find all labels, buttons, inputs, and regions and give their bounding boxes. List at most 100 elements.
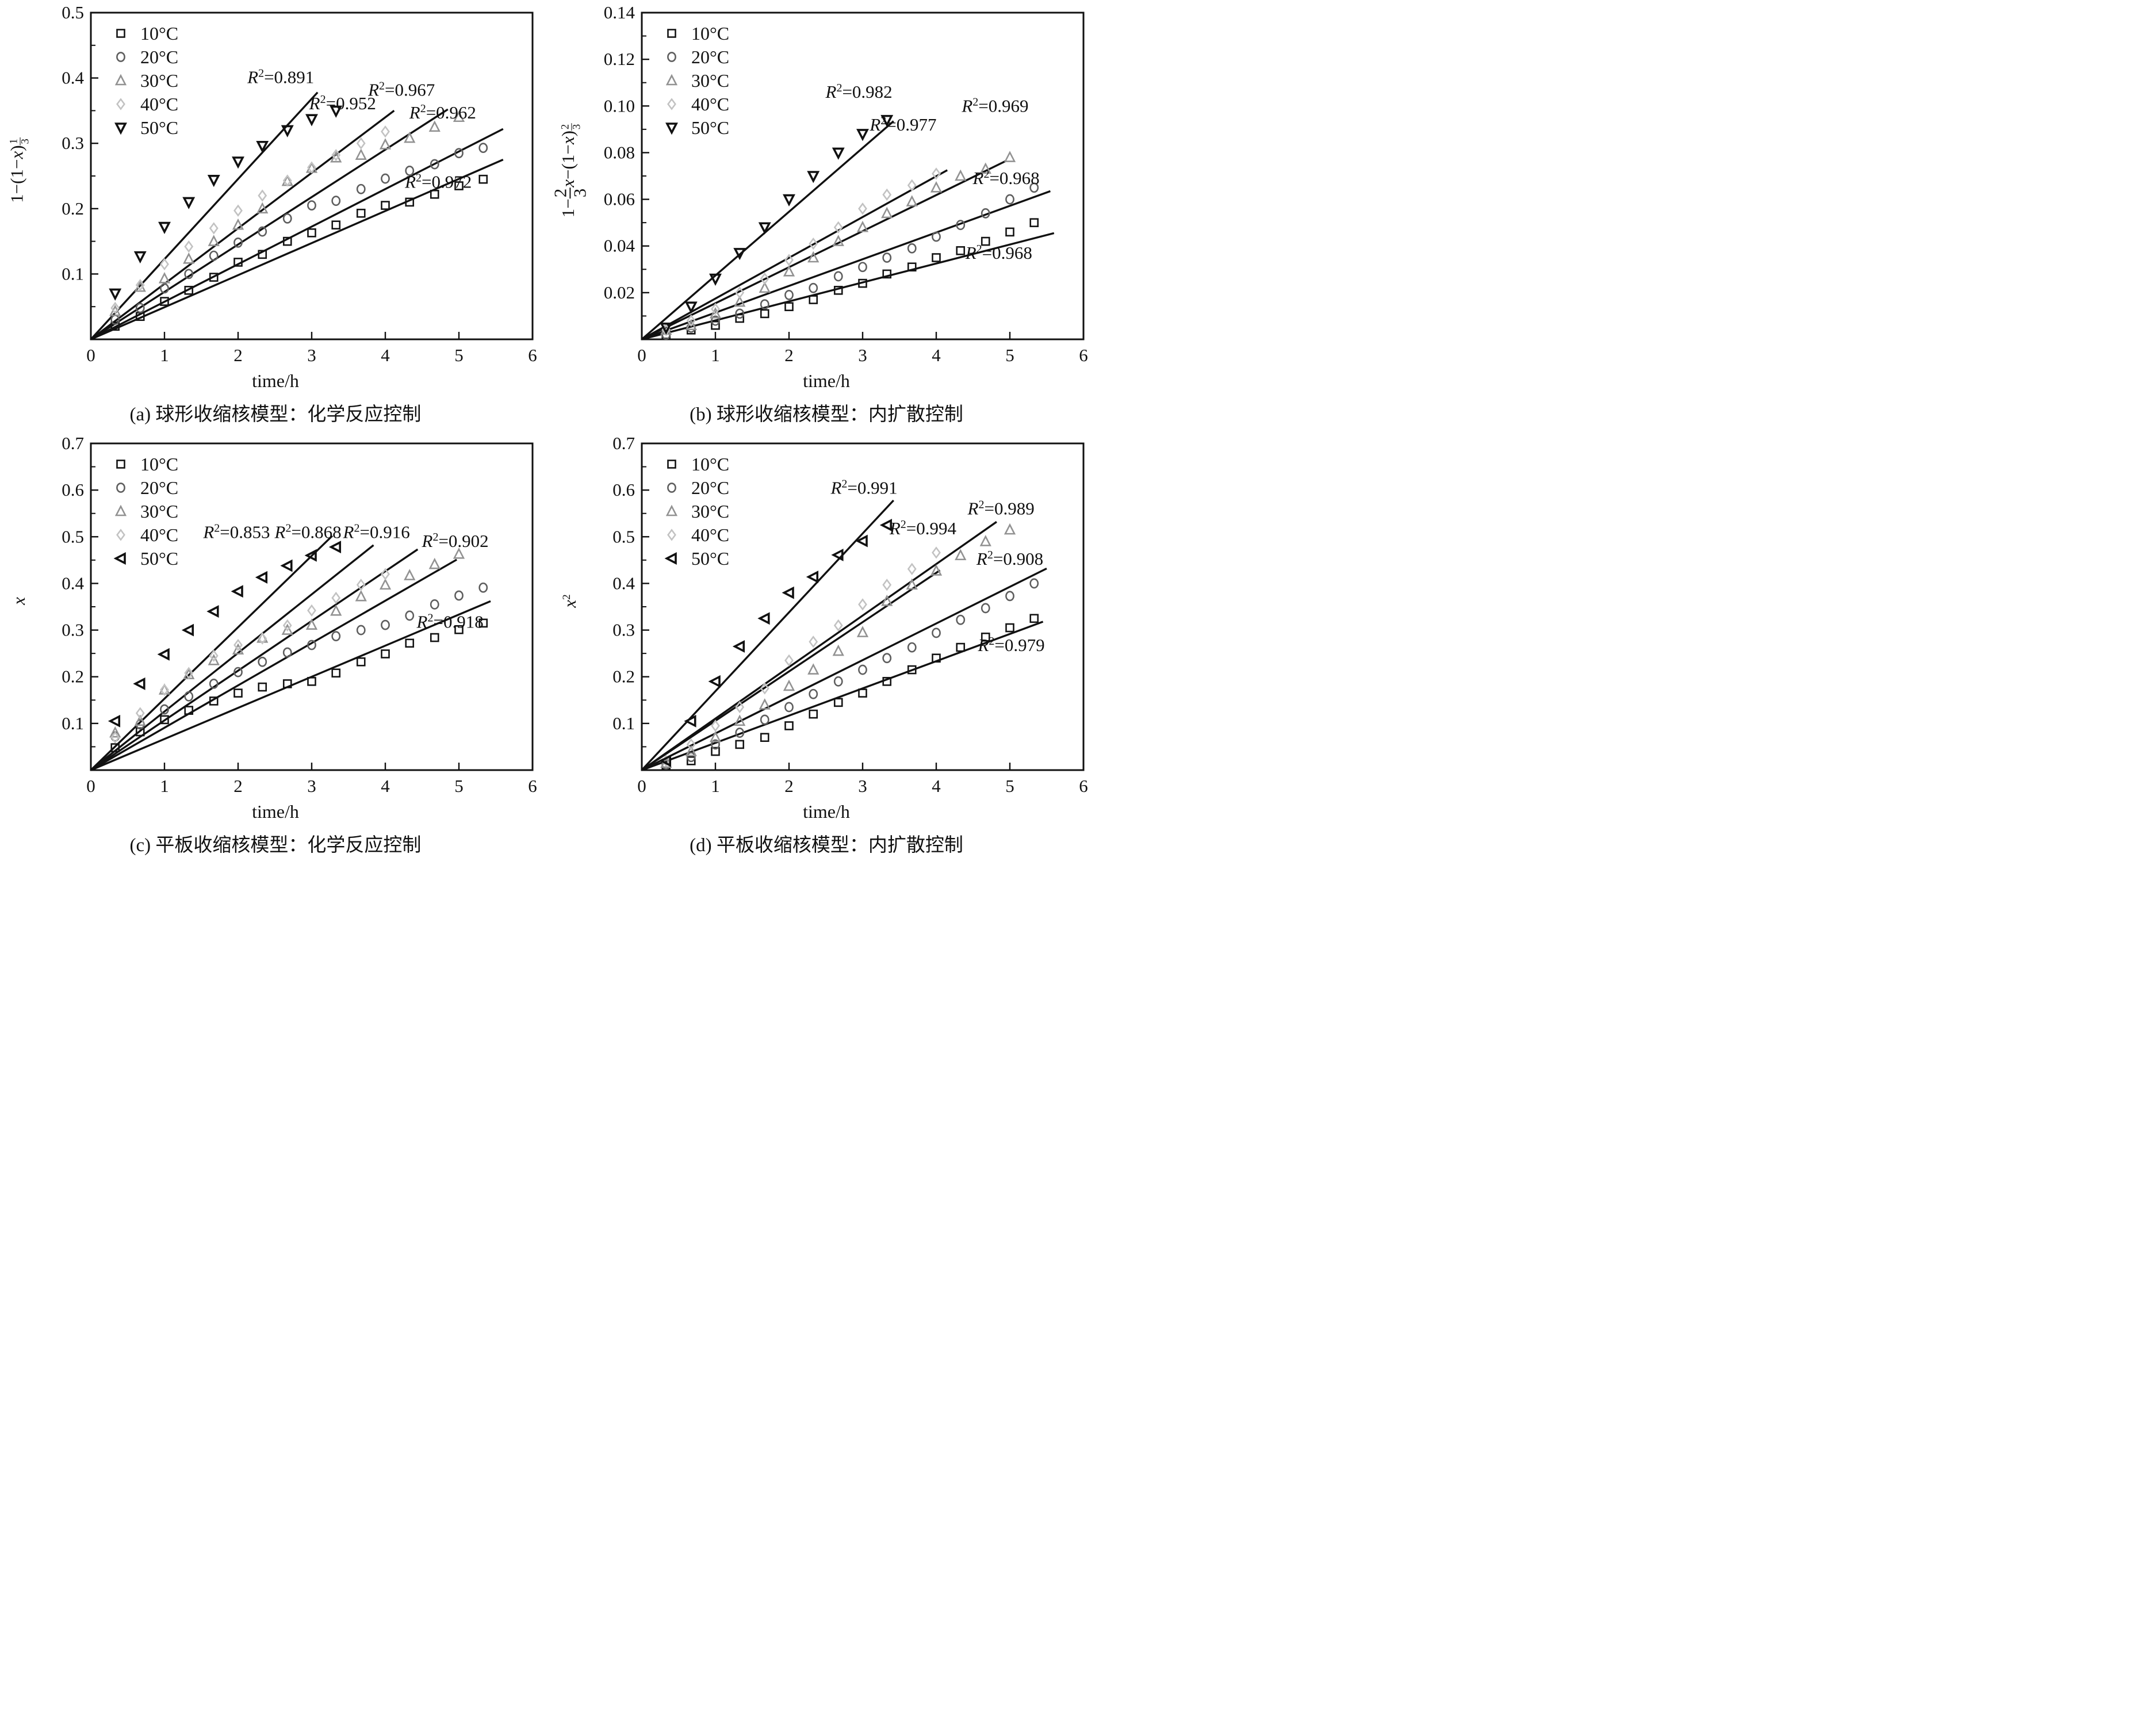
x-tick-label: 2 — [233, 345, 243, 365]
data-point-triangle-up-icon — [428, 120, 441, 132]
y-axis-label-column-d: x2 — [551, 434, 589, 803]
legend-label: 10°C — [140, 454, 178, 474]
data-point-diamond-icon — [809, 636, 818, 648]
x-tick-label: 1 — [711, 345, 720, 365]
fit-line-10°C — [641, 232, 1055, 340]
x-tick-label: 5 — [454, 776, 464, 796]
series-20°C — [110, 143, 488, 325]
data-point-circle-icon — [454, 148, 464, 159]
y-tick-label: 0.6 — [62, 480, 84, 500]
data-point-triangle-left-icon — [181, 623, 194, 637]
data-point-circle-icon — [981, 208, 990, 219]
y-tick-label: 0.3 — [62, 133, 84, 153]
data-point-diamond-icon — [809, 237, 818, 250]
data-point-circle-icon — [932, 231, 941, 242]
data-point-triangle-down-icon — [709, 273, 722, 286]
data-point-triangle-down-icon — [758, 222, 771, 235]
x-tick-label: 4 — [381, 345, 390, 365]
data-point-circle-icon — [282, 647, 292, 658]
data-point-circle-icon — [135, 303, 145, 313]
panel-a: 1−(1−x) 1 3 0 1 2 3 4 5 6 0.1 0.2 0.3 0.4 0.5 R2=0.972… — [0, 3, 551, 434]
data-point-triangle-left-icon — [304, 549, 317, 562]
data-point-triangle-down-icon — [305, 114, 318, 127]
y-tick-label: 0.4 — [62, 68, 84, 88]
data-point-square-icon — [405, 638, 415, 648]
x-tick-label: 5 — [454, 345, 464, 365]
data-point-triangle-up-icon — [979, 535, 991, 546]
y-axis-label-token: ) — [6, 145, 27, 151]
data-point-triangle-up-icon — [428, 557, 441, 569]
fit-line-30°C — [90, 548, 419, 771]
data-point-square-icon — [233, 688, 243, 698]
data-point-triangle-left-icon — [855, 534, 868, 548]
x-tick-label: 0 — [86, 345, 95, 365]
data-point-triangle-up-icon — [208, 235, 220, 246]
y-axis-label-a: 1−(1−x) 1 3 — [7, 137, 32, 203]
data-point-diamond-icon — [932, 167, 941, 180]
series-20°C — [661, 578, 1039, 770]
x-tick-label: 0 — [86, 776, 95, 796]
data-point-triangle-up-icon — [881, 594, 893, 606]
data-point-square-icon — [784, 302, 794, 312]
legend-marker-diamond-icon — [116, 98, 125, 110]
data-point-diamond-icon — [258, 189, 267, 202]
data-point-triangle-up-icon — [783, 265, 795, 277]
data-point-diamond-icon — [135, 279, 145, 292]
r2-annotation-10°C: R2=0.918 — [416, 612, 484, 632]
data-point-square-icon — [110, 321, 120, 331]
data-point-triangle-up-icon — [734, 714, 746, 726]
data-point-square-icon — [1005, 227, 1014, 237]
legend-marker-square-icon — [667, 29, 676, 38]
y-tick-label: 0.5 — [612, 526, 635, 546]
data-point-square-icon — [1005, 623, 1014, 633]
data-point-triangle-up-icon — [232, 218, 244, 230]
data-point-triangle-up-icon — [856, 626, 869, 637]
y-axis-label-token: 2 — [561, 594, 573, 600]
caption-c: (c) 平板收缩核模型：化学反应控制 — [129, 835, 422, 856]
data-point-square-icon — [882, 677, 892, 686]
x-tick-label: 6 — [1079, 776, 1088, 796]
data-point-square-icon — [907, 262, 917, 272]
data-point-circle-icon — [932, 627, 941, 638]
data-point-square-icon — [110, 743, 120, 752]
r2-annotation-20°C: R2=0.962 — [409, 102, 476, 123]
data-point-circle-icon — [956, 614, 966, 625]
data-point-diamond-icon — [907, 562, 917, 575]
data-point-triangle-up-icon — [881, 206, 893, 219]
series-50°C — [658, 519, 893, 767]
series-50°C — [109, 105, 343, 301]
legend-label: 30°C — [691, 501, 729, 522]
data-point-triangle-up-icon — [281, 623, 293, 635]
data-point-circle-icon — [430, 599, 439, 610]
r2-annotation-20°C: R2=0.902 — [422, 531, 489, 551]
data-point-triangle-down-icon — [256, 140, 269, 154]
legend-label: 40°C — [691, 94, 729, 114]
y-tick-label: 0.3 — [62, 620, 84, 640]
data-point-diamond-icon — [735, 701, 745, 714]
data-point-triangle-down-icon — [684, 301, 698, 314]
data-point-square-icon — [1029, 218, 1039, 227]
legend-label: 40°C — [140, 94, 178, 114]
x-tick-label: 3 — [307, 776, 316, 796]
data-point-square-icon — [430, 190, 439, 199]
data-point-square-icon — [858, 688, 867, 698]
legend-marker-triangle-up-icon — [114, 74, 127, 86]
fit-line-50°C — [641, 120, 894, 340]
y-axis-label-column-c: x — [0, 434, 38, 803]
legend-label: 40°C — [691, 525, 729, 545]
data-point-square-icon — [160, 715, 169, 725]
y-axis-label-token: x — [6, 151, 27, 159]
y-axis-label-b: 1− 2 3 x−(1−x) 2 3 — [550, 123, 589, 218]
data-point-circle-icon — [184, 691, 194, 702]
data-point-diamond-icon — [858, 598, 867, 611]
data-point-triangle-up-icon — [759, 281, 771, 293]
y-axis-label-token: 1− — [558, 198, 579, 218]
data-point-diamond-icon — [331, 591, 341, 604]
series-40°C — [110, 125, 390, 315]
legend-label: 20°C — [691, 47, 729, 67]
data-point-diamond-icon — [307, 161, 316, 174]
r2-annotation-50°C: R2=0.891 — [247, 67, 314, 87]
data-point-triangle-up-icon — [379, 138, 392, 150]
data-point-triangle-up-icon — [709, 730, 722, 742]
r2-annotation-40°C: R2=0.994 — [889, 518, 957, 538]
